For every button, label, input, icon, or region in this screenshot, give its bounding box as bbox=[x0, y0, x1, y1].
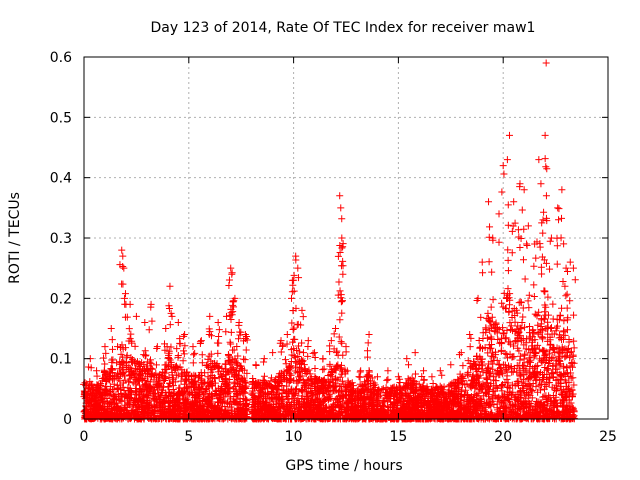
data-point bbox=[561, 353, 569, 361]
data-point bbox=[560, 317, 568, 325]
scatter-points bbox=[80, 59, 579, 423]
data-point bbox=[284, 366, 292, 374]
data-point bbox=[539, 346, 547, 354]
data-point bbox=[557, 333, 565, 341]
data-point bbox=[570, 381, 578, 389]
data-point bbox=[544, 293, 552, 301]
data-point bbox=[338, 339, 346, 347]
data-point bbox=[493, 356, 501, 364]
data-point bbox=[335, 333, 343, 341]
data-point bbox=[546, 341, 554, 349]
data-point bbox=[554, 322, 562, 330]
data-point bbox=[165, 379, 173, 387]
data-point bbox=[279, 371, 287, 379]
data-point bbox=[172, 362, 180, 370]
chart-title: Day 123 of 2014, Rate Of TEC Index for r… bbox=[151, 20, 536, 36]
data-point bbox=[540, 347, 548, 355]
data-point bbox=[339, 351, 347, 359]
data-point bbox=[210, 373, 218, 381]
data-point bbox=[570, 344, 578, 352]
data-point bbox=[542, 259, 550, 267]
data-point bbox=[525, 358, 533, 366]
data-point bbox=[554, 356, 562, 364]
data-point bbox=[526, 322, 534, 330]
data-point bbox=[558, 343, 566, 351]
data-point bbox=[556, 312, 564, 320]
data-point bbox=[486, 345, 494, 353]
data-point bbox=[505, 301, 513, 309]
data-point bbox=[498, 299, 506, 307]
data-point bbox=[120, 387, 128, 395]
data-point bbox=[549, 353, 557, 361]
data-point bbox=[564, 344, 572, 352]
data-point bbox=[544, 364, 552, 372]
data-point bbox=[484, 309, 492, 317]
data-point bbox=[559, 346, 567, 354]
data-point bbox=[301, 380, 309, 388]
data-point bbox=[541, 308, 549, 316]
data-point bbox=[537, 386, 545, 394]
data-point bbox=[553, 365, 561, 373]
data-point bbox=[557, 382, 565, 390]
data-point bbox=[483, 334, 491, 342]
data-point bbox=[518, 319, 526, 327]
data-point bbox=[569, 351, 577, 359]
data-point bbox=[544, 366, 552, 374]
data-point bbox=[274, 386, 282, 394]
data-point bbox=[549, 344, 557, 352]
data-point bbox=[158, 388, 166, 396]
data-point bbox=[501, 349, 509, 357]
data-point bbox=[296, 348, 304, 356]
data-point bbox=[503, 354, 511, 362]
data-point bbox=[293, 377, 301, 385]
data-point bbox=[128, 357, 136, 365]
data-point bbox=[379, 385, 387, 393]
data-point bbox=[532, 362, 540, 370]
data-point bbox=[295, 342, 303, 350]
data-point bbox=[506, 340, 514, 348]
data-point bbox=[520, 355, 528, 363]
data-point bbox=[336, 316, 344, 324]
data-point bbox=[535, 345, 543, 353]
data-point bbox=[132, 384, 140, 392]
data-point bbox=[200, 379, 208, 387]
data-point bbox=[547, 340, 555, 348]
data-point bbox=[227, 340, 235, 348]
data-point bbox=[519, 313, 527, 321]
data-point bbox=[110, 380, 118, 388]
data-point bbox=[534, 321, 542, 329]
data-point bbox=[570, 337, 578, 345]
data-point bbox=[337, 338, 345, 346]
data-point bbox=[520, 362, 528, 370]
data-point bbox=[517, 298, 525, 306]
data-point bbox=[136, 381, 144, 389]
data-point bbox=[542, 303, 550, 311]
data-point bbox=[238, 366, 246, 374]
data-point bbox=[529, 345, 537, 353]
data-point bbox=[521, 323, 529, 331]
data-point bbox=[551, 349, 559, 357]
data-point bbox=[504, 285, 512, 293]
data-point bbox=[507, 322, 515, 330]
data-point bbox=[115, 365, 123, 373]
data-point bbox=[338, 370, 346, 378]
data-point bbox=[463, 370, 471, 378]
data-point bbox=[516, 324, 524, 332]
data-point bbox=[226, 338, 234, 346]
